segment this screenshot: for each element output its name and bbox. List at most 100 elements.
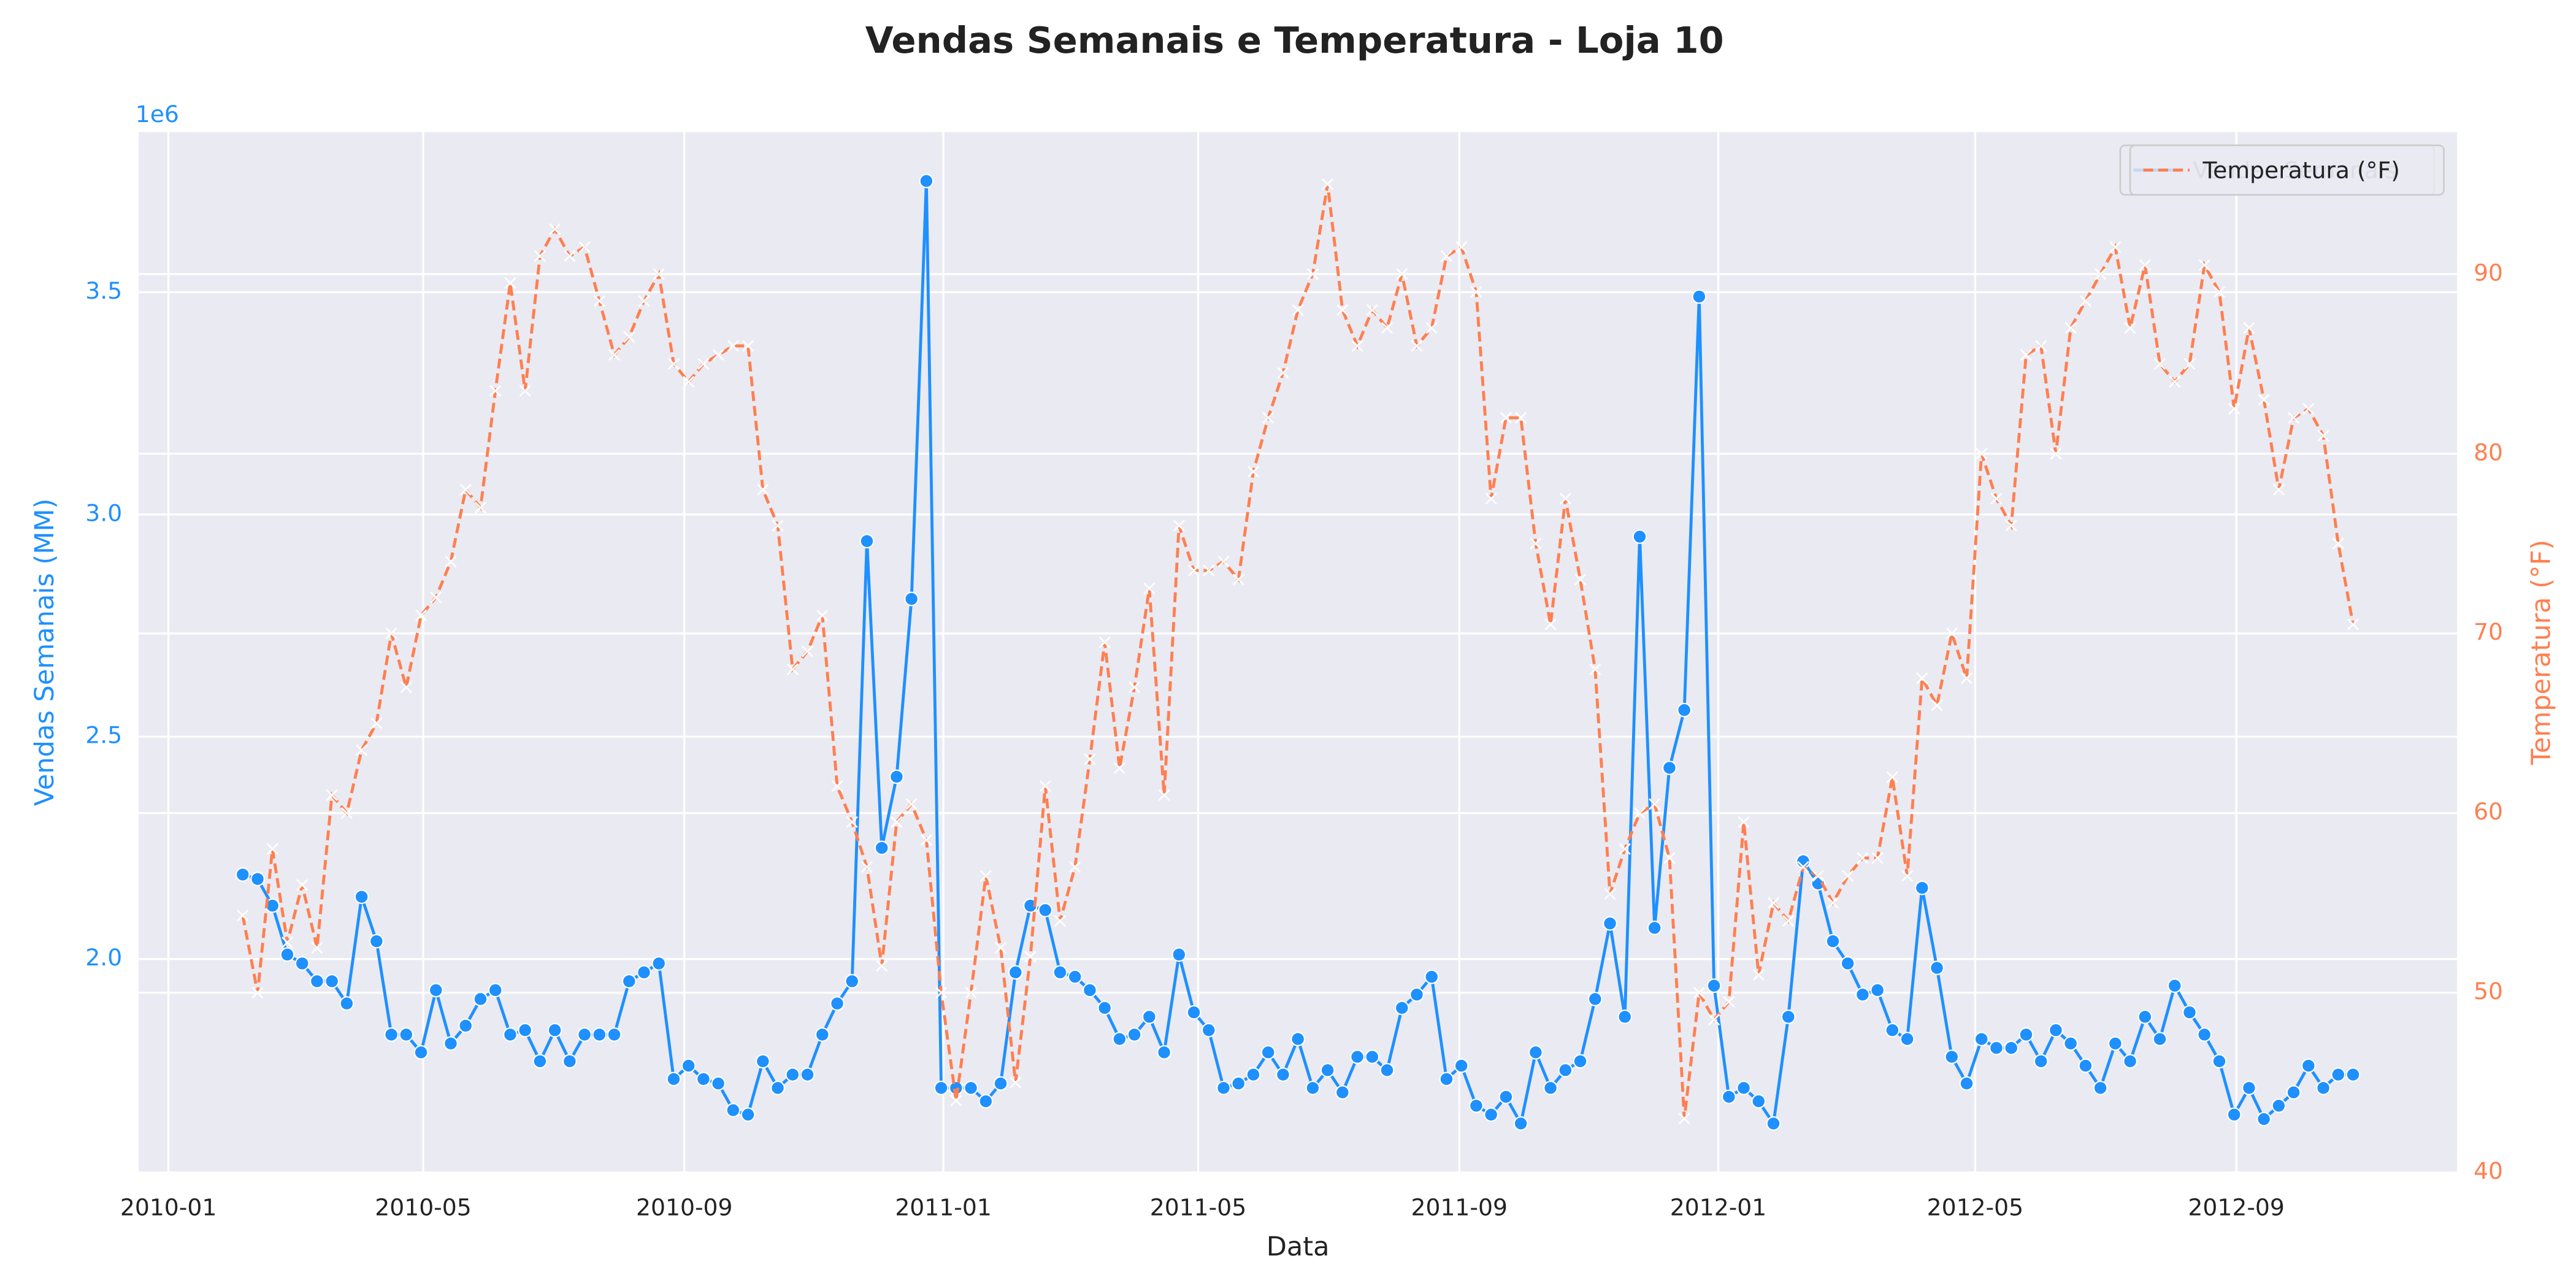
marker (310, 974, 324, 989)
marker (1379, 1062, 1395, 1078)
y2-tick-label: 60 (2474, 798, 2503, 825)
marker (1454, 1058, 1469, 1073)
marker (2332, 537, 2344, 550)
marker (1825, 933, 1841, 949)
marker (385, 627, 397, 640)
marker (623, 331, 635, 343)
marker (564, 250, 576, 263)
y-tick-label: 3.5 (85, 277, 122, 304)
marker (1069, 861, 1081, 873)
marker (1424, 969, 1439, 984)
marker (1440, 250, 1453, 263)
marker (428, 983, 443, 998)
marker (816, 609, 829, 621)
marker (266, 843, 278, 855)
marker (489, 385, 502, 397)
marker (2152, 1032, 2168, 1046)
marker (861, 861, 873, 873)
marker (1543, 1080, 1558, 1095)
marker (2124, 322, 2136, 334)
marker (1915, 880, 1930, 895)
marker (1498, 1089, 1514, 1105)
marker (311, 941, 323, 954)
marker (1247, 466, 1260, 478)
marker (1885, 1022, 1900, 1038)
y2-tick-label: 40 (2474, 1157, 2503, 1184)
marker (1574, 573, 1587, 586)
marker (384, 1027, 399, 1042)
marker (1931, 699, 1943, 711)
marker (1587, 992, 1603, 1006)
y2-tick-label: 70 (2474, 618, 2503, 645)
marker (2049, 1022, 2063, 1038)
marker (1603, 916, 1617, 931)
marker (2153, 358, 2166, 370)
marker (2139, 259, 2151, 271)
marker (2317, 429, 2329, 442)
marker (1619, 843, 1631, 855)
marker (1678, 1113, 1690, 1125)
y-tick-label: 2.5 (85, 722, 122, 749)
marker (1187, 564, 1200, 577)
marker (1470, 286, 1482, 298)
marker (1350, 1049, 1365, 1064)
marker (891, 816, 903, 828)
marker (1290, 1032, 1305, 1046)
marker (757, 483, 769, 496)
marker (251, 987, 264, 999)
marker (1944, 1049, 1960, 1064)
marker (2182, 1005, 2197, 1020)
marker (443, 1036, 458, 1051)
marker (1692, 289, 1707, 304)
marker (1632, 529, 1647, 544)
marker (547, 1022, 562, 1038)
marker (562, 1054, 577, 1069)
marker (1633, 807, 1646, 819)
marker (2302, 402, 2315, 415)
marker (1158, 789, 1170, 801)
marker (1366, 304, 1378, 316)
marker (1455, 241, 1468, 253)
marker (1886, 771, 1898, 783)
marker (2033, 1054, 2049, 1069)
x-tick-label: 2012-09 (2188, 1194, 2284, 1221)
marker (1722, 1089, 1736, 1105)
legend-box (2129, 144, 2445, 196)
legend-label: Temperatura (°F) (2202, 157, 2400, 184)
marker (845, 974, 860, 989)
marker (638, 295, 650, 307)
marker (1870, 983, 1885, 998)
marker (1439, 1071, 1454, 1087)
marker (1024, 951, 1037, 963)
marker (1558, 1062, 1573, 1078)
marker (2316, 1080, 2331, 1095)
marker (727, 340, 739, 352)
marker (294, 956, 310, 971)
marker (399, 1027, 414, 1042)
marker (1916, 672, 1928, 684)
marker (1782, 914, 1795, 927)
x-tick-label: 2011-09 (1411, 1194, 1507, 1221)
marker (1617, 1009, 1633, 1024)
marker (1216, 1080, 1231, 1095)
marker (1277, 367, 1289, 379)
marker (1411, 340, 1423, 352)
marker (1335, 1085, 1350, 1100)
marker (1038, 903, 1053, 918)
marker (800, 1067, 815, 1082)
marker (1054, 914, 1067, 927)
marker (1039, 780, 1051, 792)
marker (920, 834, 932, 846)
marker (237, 910, 249, 922)
chart-title: Vendas Semanais e Temperatura - Loja 10 (865, 19, 1724, 61)
marker (2078, 1058, 2093, 1073)
marker (369, 933, 384, 949)
marker (1840, 956, 1855, 971)
marker (1662, 761, 1677, 775)
marker (1292, 304, 1304, 316)
marker (1871, 852, 1884, 864)
marker (1797, 861, 1809, 873)
x-tick-label: 2010-01 (120, 1194, 217, 1221)
marker (964, 1080, 978, 1095)
marker (786, 663, 799, 675)
